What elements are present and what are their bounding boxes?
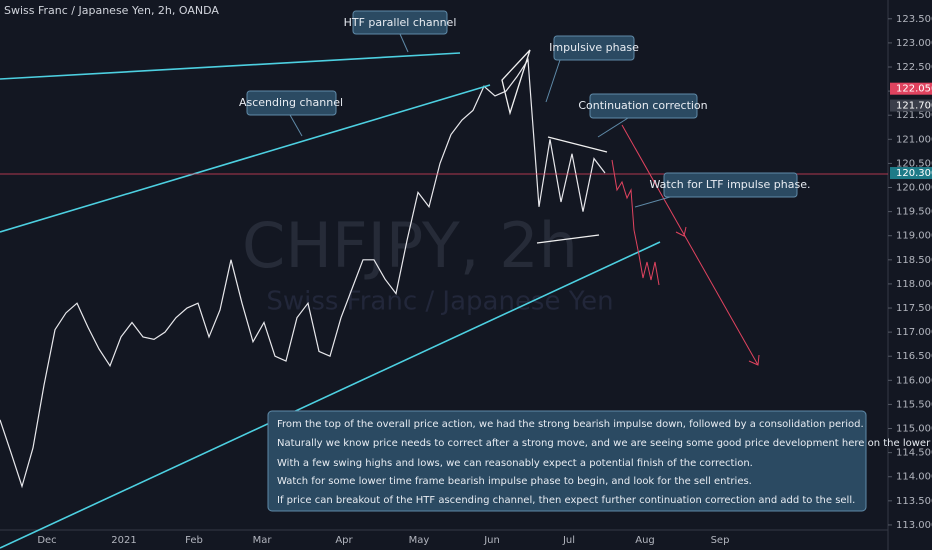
watermark: CHFJPY, 2h: [242, 209, 578, 282]
analysis-line: With a few swing highs and lows, we can …: [277, 458, 753, 469]
y-tick-label: 113.000: [896, 520, 932, 531]
x-tick-label: Mar: [253, 535, 273, 546]
callout-pointer: [634, 196, 671, 208]
lower-channel-line: [0, 241, 661, 549]
y-tick-label: 116.000: [896, 375, 932, 386]
callout: HTF parallel channel: [344, 16, 457, 29]
projection-path: [611, 159, 660, 286]
price-marker: [890, 99, 932, 112]
chart-title: Swiss Franc / Japanese Yen, 2h, OANDA: [4, 4, 219, 17]
x-tick-label: May: [409, 535, 430, 546]
price-marker-label: 120.300: [896, 168, 932, 179]
price-marker-label: 121.700: [896, 101, 932, 112]
callout: Impulsive phase: [549, 41, 639, 54]
y-tick-label: 121.000: [896, 134, 932, 145]
y-tick-label: 113.500: [896, 496, 932, 507]
callout-box: [553, 35, 635, 61]
y-tick-label: 123.500: [896, 14, 932, 25]
callout-pointer: [545, 59, 561, 103]
x-tick-label: 2021: [111, 535, 136, 546]
y-tick-label: 117.000: [896, 327, 932, 338]
price-marker: [890, 82, 932, 95]
x-tick-label: Dec: [37, 535, 56, 546]
y-tick-label: 114.000: [896, 472, 932, 483]
htf-channel-line: [0, 52, 461, 80]
y-tick-label: 114.500: [896, 448, 932, 459]
arrow-head: [748, 354, 760, 366]
callout-box: [663, 172, 798, 198]
ascending-channel-line: [0, 84, 491, 233]
triangle-bottom: [536, 234, 600, 244]
x-tick-label: Jul: [562, 535, 575, 546]
y-tick-label: 119.500: [896, 207, 932, 218]
axes: 113.000 113.500 114.000 114.500 115.000 115.5…: [37, 14, 932, 546]
analysis-box: [267, 410, 867, 512]
callout-box: [352, 10, 448, 35]
y-tick-label: 123.000: [896, 38, 932, 49]
x-tick-label: Jun: [483, 535, 500, 546]
analysis-line: Naturally we know price needs to correct…: [277, 438, 932, 449]
x-tick-label: Aug: [635, 535, 655, 546]
drawings: HTF parallel channel Ascending channel I…: [0, 10, 932, 549]
price-marker-label: 122.050: [896, 84, 932, 95]
price-line: [0, 57, 606, 489]
triangle-top: [547, 136, 608, 153]
y-tick-label: 122.500: [896, 62, 932, 73]
y-tick-label: 115.500: [896, 399, 932, 410]
callout-pointer: [289, 114, 303, 137]
flag-shape: [501, 49, 531, 116]
y-tick-label: 119.000: [896, 231, 932, 242]
analysis-line: If price can breakout of the HTF ascendi…: [277, 495, 855, 506]
x-tick-label: Feb: [185, 535, 203, 546]
analysis-line: Watch for some lower time frame bearish …: [277, 476, 752, 487]
y-tick-label: 118.500: [896, 255, 932, 266]
y-tick-label: 115.000: [896, 424, 932, 435]
projection-arrow: [621, 124, 759, 366]
x-tick-label: Apr: [335, 535, 353, 546]
callout-box: [246, 90, 337, 116]
price-marker: [890, 167, 932, 180]
callout-pointer: [399, 33, 409, 53]
x-tick-label: Sep: [711, 535, 730, 546]
plot: [0, 57, 606, 489]
callout-box: [589, 93, 698, 119]
y-tick-label: 117.500: [896, 303, 932, 314]
watermark-subtitle: Swiss Franc / Japanese Yen: [266, 287, 613, 317]
callout: Watch for LTF impulse phase.: [650, 178, 811, 191]
callout-pointer: [597, 117, 629, 138]
y-tick-label: 120.500: [896, 158, 932, 169]
callout: Ascending channel: [239, 96, 343, 109]
y-tick-label: 120.000: [896, 183, 932, 194]
y-tick-label: 121.500: [896, 110, 932, 121]
y-tick-label: 116.500: [896, 351, 932, 362]
analysis-line: From the top of the overall price action…: [277, 419, 864, 430]
arrow-head: [675, 226, 687, 237]
y-tick-label: 118.000: [896, 279, 932, 290]
callout: Continuation correction: [578, 99, 707, 112]
